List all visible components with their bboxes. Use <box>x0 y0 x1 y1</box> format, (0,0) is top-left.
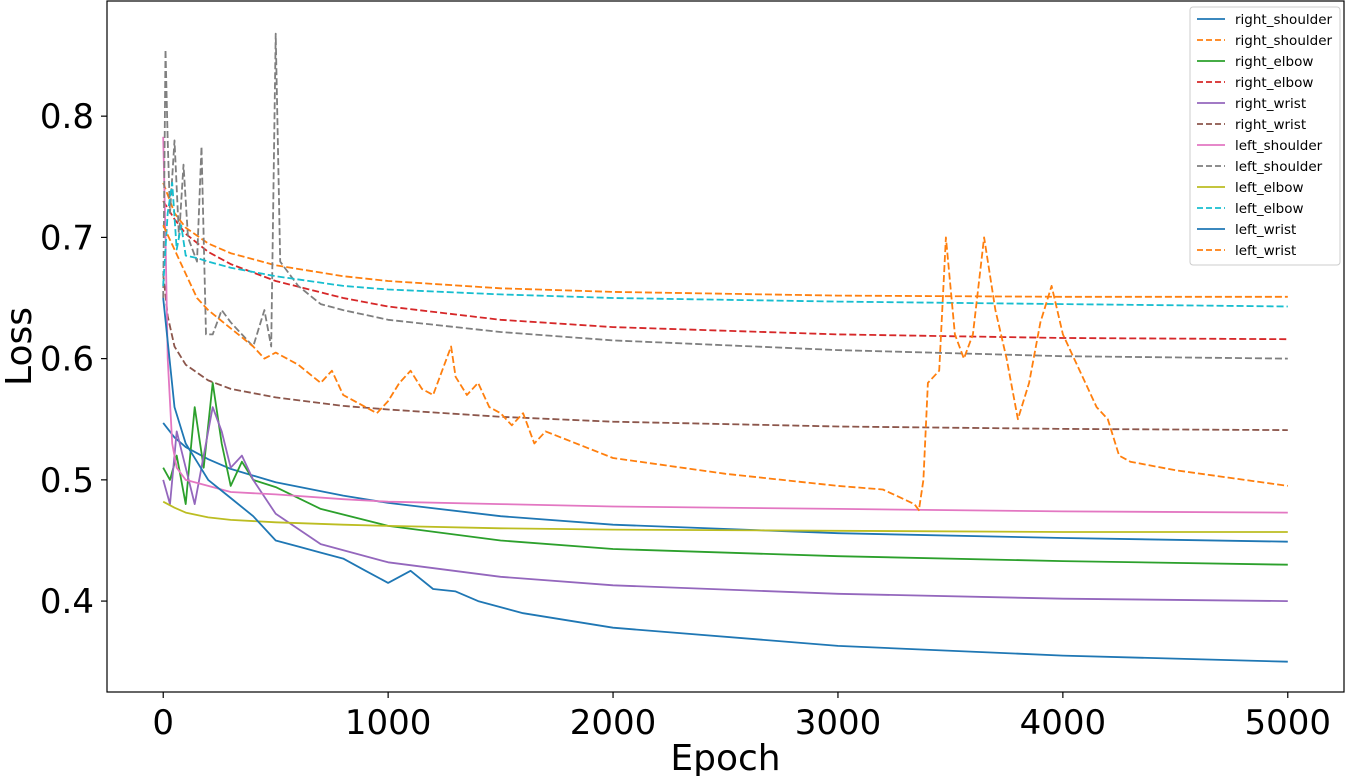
x-tick-label: 1000 <box>345 703 432 743</box>
legend-entry-label: left_wrist <box>1235 243 1296 259</box>
legend: right_shoulderright_shoulderright_elbowr… <box>1189 6 1341 266</box>
legend-entry-label: right_wrist <box>1235 96 1306 112</box>
series-line-right_elbow-dashed <box>162 200 1288 341</box>
x-tick-label: 0 <box>152 703 174 743</box>
y-tick-label: 0.8 <box>40 97 94 137</box>
series-line-right_elbow-solid <box>162 381 1288 566</box>
series-line-left_wrist-dashed <box>162 224 1288 512</box>
x-axis: 0 1000 2000 3000 4000 5000 <box>152 692 1331 743</box>
legend-box <box>1189 6 1341 266</box>
legend-entry-label: right_shoulder <box>1235 12 1333 28</box>
series-line-left_wrist-solid <box>162 297 1288 663</box>
y-tick-label: 0.5 <box>40 461 94 501</box>
x-tick-label: 2000 <box>570 703 657 743</box>
legend-entry-label: right_wrist <box>1235 117 1306 133</box>
legend-entry-label: right_shoulder <box>1235 33 1333 49</box>
legend-entry-label: left_wrist <box>1235 222 1296 238</box>
plot-frame <box>106 0 1345 693</box>
series-line-right_shoulder-solid <box>162 422 1288 543</box>
series-line-left_elbow-dashed <box>162 181 1288 308</box>
legend-entry-label: left_shoulder <box>1235 138 1323 154</box>
legend-entry-label: left_elbow <box>1235 201 1304 217</box>
x-tick-label: 3000 <box>795 703 882 743</box>
series-line-left_shoulder-dashed <box>162 32 1288 360</box>
series-layer <box>162 32 1288 663</box>
legend-entry-label: right_elbow <box>1235 75 1313 91</box>
x-tick-label: 4000 <box>1020 703 1107 743</box>
legend-entry-label: left_elbow <box>1235 180 1304 196</box>
x-tick-label: 5000 <box>1245 703 1332 743</box>
y-axis-label: Loss <box>0 307 40 386</box>
legend-entry-label: left_shoulder <box>1235 159 1323 175</box>
legend-entry-label: right_elbow <box>1235 54 1313 70</box>
y-axis: 0.4 0.5 0.6 0.7 0.8 <box>40 97 107 622</box>
series-line-right_shoulder-dashed <box>162 182 1288 298</box>
series-line-right_wrist-solid <box>162 406 1288 602</box>
y-tick-label: 0.4 <box>40 582 94 622</box>
series-line-left_elbow-solid <box>162 500 1288 533</box>
series-line-right_wrist-dashed <box>162 273 1288 431</box>
y-tick-label: 0.6 <box>40 340 94 380</box>
y-tick-label: 0.7 <box>40 218 94 258</box>
x-axis-label: Epoch <box>670 738 780 776</box>
series-line-left_shoulder-solid <box>162 136 1288 514</box>
